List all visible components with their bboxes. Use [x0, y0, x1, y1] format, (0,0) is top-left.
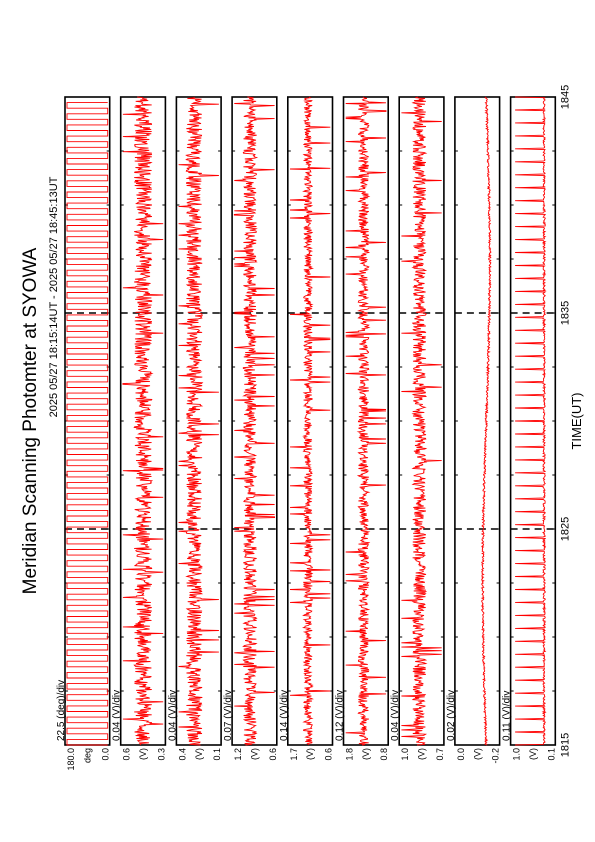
signal-trace: [515, 96, 547, 746]
y-tick-top: 0.4: [177, 748, 187, 761]
panel-1: 22.5 (deg)/div 180.0 0.0 deg: [56, 96, 111, 771]
panel-scale-label: 0.04 (V)/div: [390, 690, 401, 741]
chart-subtitle: 2025 05/27 18:15:14UT - 2025 05/27 18:45…: [48, 176, 60, 417]
panel-scale-label: 0.04 (V)/div: [167, 690, 178, 741]
panel-9: 0.11 (V)/div 1.0 0.1 (V): [502, 96, 556, 761]
y-tick-bottom: 0.0: [101, 748, 111, 761]
x-axis-label: TIME(UT): [569, 392, 584, 449]
signal-trace: [345, 96, 387, 746]
panel-2: 0.04 (V)/div 0.6 0.3 (V): [112, 96, 166, 761]
y-tick-top: 1.2: [233, 748, 243, 761]
y-unit-label: (V): [249, 748, 259, 760]
y-tick-bottom: -0.2: [491, 748, 501, 764]
panel-scale-label: 0.11 (V)/div: [502, 691, 513, 741]
chart-title: Meridian Scanning Photomter at SYOWA: [20, 247, 41, 594]
y-tick-bottom: 0.8: [379, 748, 389, 761]
y-tick-top: 1.8: [345, 748, 355, 761]
y-tick-bottom: 0.7: [435, 748, 445, 761]
panel-3: 0.04 (V)/div 0.4 0.1 (V): [167, 96, 222, 761]
y-tick-bottom: 0.1: [212, 748, 222, 761]
y-unit-label: (V): [138, 748, 148, 760]
y-tick-top: 180.0: [66, 748, 76, 771]
panel-7: 0.04 (V)/div 1.0 0.7 (V): [390, 96, 445, 761]
y-tick-bottom: 0.3: [156, 748, 166, 761]
y-tick-top: 0.0: [456, 748, 466, 761]
x-axis-ticks: 1815 1825 1835 1845: [559, 85, 571, 757]
y-unit-label: (V): [361, 748, 371, 760]
y-tick-top: 1.7: [289, 748, 299, 761]
y-tick-bottom: 0.6: [268, 748, 278, 761]
panel-scale-label: 0.04 (V)/div: [112, 690, 123, 741]
signal-trace: [66, 102, 109, 746]
y-unit-label: (V): [472, 748, 482, 760]
y-unit-label: (V): [528, 748, 538, 760]
panel-scale-label: 0.12 (V)/div: [335, 690, 346, 741]
y-tick-bottom: 0.1: [546, 748, 556, 761]
signal-trace: [480, 96, 492, 746]
y-unit-label: (V): [194, 748, 204, 760]
panel-scale-label: 0.02 (V)/div: [446, 690, 457, 741]
panel-scale-label: 0.14 (V)/div: [279, 690, 290, 741]
panel-5: 0.14 (V)/div 1.7 0.6 (V): [279, 96, 334, 761]
panel-stack: 22.5 (deg)/div 180.0 0.0 deg 0.04 (V)/div 0.6…: [56, 96, 556, 771]
x-tick-label: 1845: [559, 85, 571, 109]
signal-trace: [289, 96, 331, 746]
x-tick-label: 1825: [559, 517, 571, 541]
panel-frame: [454, 96, 501, 746]
panel-4: 0.07 (V)/div 1.2 0.6 (V): [223, 96, 278, 761]
panel-8: 0.02 (V)/div 0.0 -0.2 (V): [446, 96, 501, 764]
panel-scale-label: 0.07 (V)/div: [223, 690, 234, 741]
x-tick-label: 1835: [559, 301, 571, 325]
y-unit-label: (V): [417, 748, 427, 760]
y-tick-top: 0.6: [122, 748, 132, 761]
y-tick-top: 1.0: [400, 748, 410, 761]
y-tick-top: 1.0: [512, 748, 522, 761]
signal-trace: [178, 96, 219, 746]
panel-scale-label: 22.5 (deg)/div: [56, 680, 67, 741]
signal-trace: [233, 96, 276, 746]
panel-6: 0.12 (V)/div 1.8 0.8 (V): [335, 96, 389, 761]
y-tick-bottom: 0.6: [324, 748, 334, 761]
signal-trace: [401, 96, 442, 746]
y-unit-label: (V): [305, 748, 315, 760]
x-tick-label: 1815: [559, 733, 571, 757]
y-unit-label: deg: [82, 748, 92, 763]
signal-trace: [122, 96, 164, 746]
